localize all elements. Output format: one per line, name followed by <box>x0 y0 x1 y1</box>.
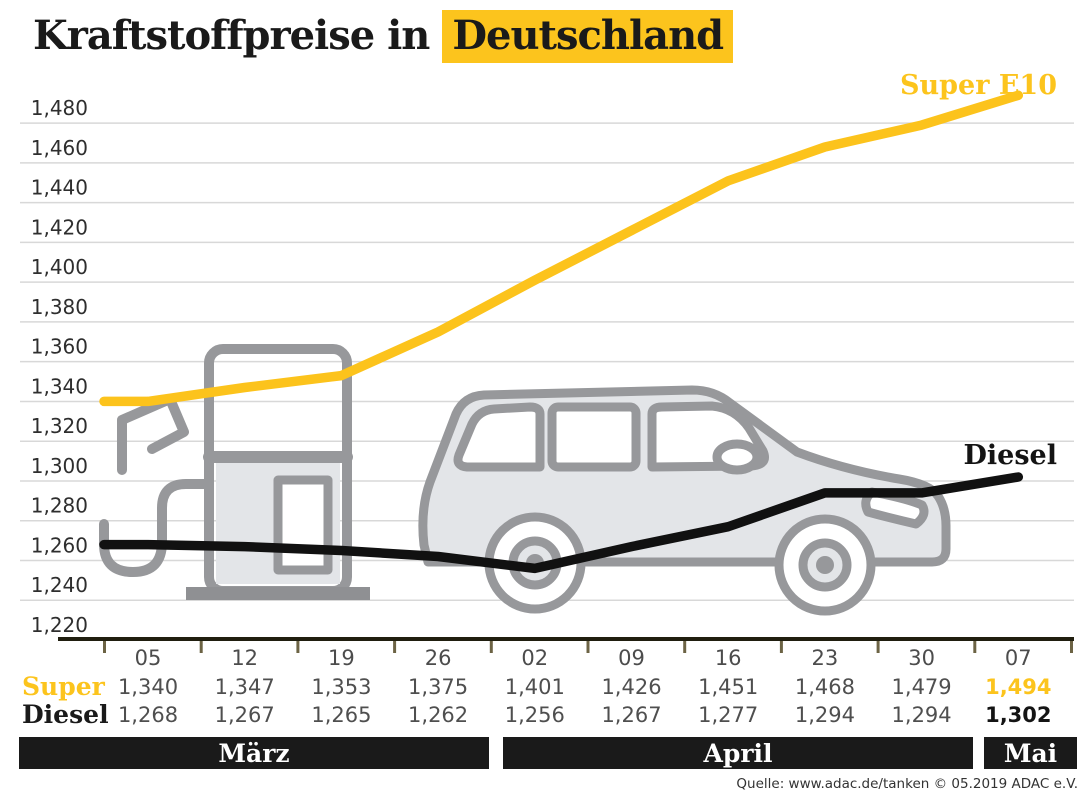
month-band-maerz: März <box>19 737 489 769</box>
super-value: 1,353 <box>311 675 372 699</box>
month-band-april: April <box>503 737 973 769</box>
date-label: 26 <box>424 646 452 670</box>
super-row-label: Super <box>22 672 105 701</box>
grid-layer: 1,480 1,460 1,440 1,420 1,400 1,380 1,360 1,340… <box>20 96 1074 653</box>
month-band-mai: Mai <box>984 737 1077 769</box>
diesel-value: 1,256 <box>504 703 565 727</box>
y-axis-label: 1,320 <box>31 414 88 438</box>
date-label: 19 <box>328 646 355 670</box>
date-label: 09 <box>618 646 645 670</box>
super-value: 1,401 <box>504 675 565 699</box>
art-layer <box>99 344 951 616</box>
diesel-value: 1,267 <box>601 703 662 727</box>
y-axis-label: 1,360 <box>31 335 88 359</box>
y-axis-label: 1,400 <box>31 255 88 279</box>
y-axis-label: 1,240 <box>31 573 88 597</box>
y-axis-label: 1,440 <box>31 176 88 200</box>
date-label: 16 <box>714 646 742 670</box>
front-wheel-icon <box>774 514 876 616</box>
date-label: 30 <box>908 646 935 670</box>
date-label: 23 <box>811 646 839 670</box>
diesel-value: 1,262 <box>408 703 469 727</box>
super-value: 1,347 <box>214 675 275 699</box>
date-label: 05 <box>134 646 162 670</box>
source-note: Quelle: www.adac.de/tanken © 05.2019 ADA… <box>736 776 1078 792</box>
date-label: 02 <box>521 646 549 670</box>
car-icon <box>418 385 951 616</box>
super-value: 1,494 <box>985 675 1052 699</box>
super-value: 1,451 <box>698 675 759 699</box>
super-value: 1,375 <box>408 675 469 699</box>
y-axis-label: 1,340 <box>31 374 88 398</box>
rear-wheel-icon <box>484 512 586 614</box>
diesel-row-label: Diesel <box>22 700 109 729</box>
diesel-value: 1,268 <box>117 703 179 727</box>
date-label: 07 <box>1004 646 1032 670</box>
y-axis-label: 1,380 <box>31 295 88 319</box>
date-label: 12 <box>231 646 259 670</box>
y-axis-label: 1,280 <box>31 494 88 518</box>
y-axis-label: 1,420 <box>31 215 88 239</box>
series-layer <box>99 90 1024 574</box>
diesel-value: 1,265 <box>311 703 372 727</box>
super-value: 1,340 <box>117 675 179 699</box>
diesel-value: 1,277 <box>698 703 759 727</box>
super-value: 1,426 <box>601 675 662 699</box>
super-e10-line-label: Super E10 <box>900 70 1057 101</box>
diesel-value: 1,294 <box>794 703 855 727</box>
diesel-line-label: Diesel <box>963 440 1058 471</box>
title-highlight: Deutschland <box>442 10 734 63</box>
fuel-pump-icon <box>99 344 370 600</box>
super-value: 1,479 <box>891 675 952 699</box>
diesel-value: 1,267 <box>214 703 275 727</box>
diesel-line <box>99 472 1024 574</box>
title-prefix: Kraftstoffpreise in <box>33 12 430 59</box>
diesel-value: 1,294 <box>891 703 952 727</box>
diesel-value: 1,302 <box>985 703 1052 727</box>
y-axis-label: 1,480 <box>31 96 88 120</box>
super-value: 1,468 <box>794 675 855 699</box>
super-e10-line <box>99 90 1024 407</box>
y-axis-label: 1,260 <box>31 533 88 557</box>
y-axis-label: 1,460 <box>31 136 88 160</box>
y-axis-label: 1,220 <box>31 613 88 637</box>
page-title: Kraftstoffpreise in Deutschland <box>33 10 734 63</box>
y-axis-label: 1,300 <box>31 454 88 478</box>
